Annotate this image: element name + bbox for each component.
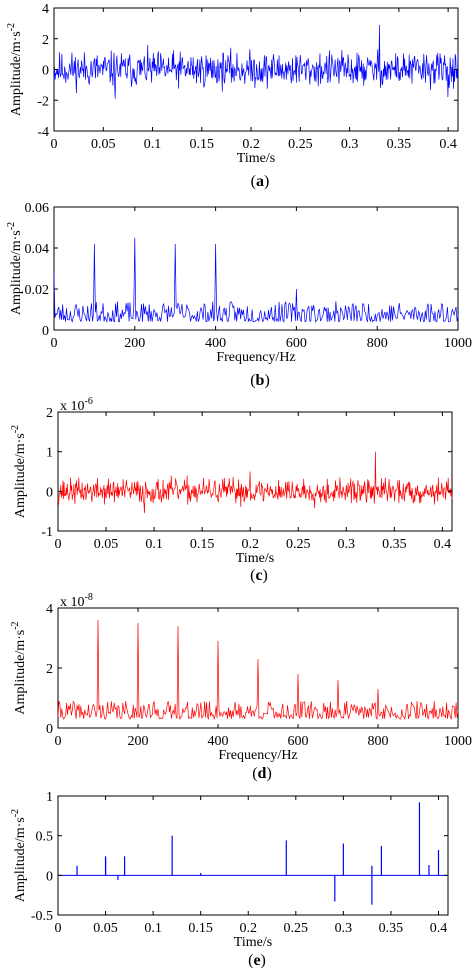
x-tick-label: 600 bbox=[288, 734, 309, 749]
x-tick-label: 0.05 bbox=[94, 537, 119, 552]
series-line bbox=[53, 237, 459, 323]
x-tick-label: 1000 bbox=[444, 734, 472, 749]
y-tick-label: 0 bbox=[46, 485, 53, 500]
y-tick-label: 0 bbox=[42, 324, 49, 339]
x-tick-label: 0.3 bbox=[338, 537, 356, 552]
panel-caption: (d) bbox=[252, 765, 272, 782]
y-tick-label: -0.5 bbox=[31, 909, 53, 924]
y-tick-label: 1 bbox=[46, 790, 53, 805]
panel-caption: (e) bbox=[248, 952, 266, 969]
y-tick-label: -4 bbox=[37, 125, 49, 140]
x-tick-label: 0.3 bbox=[335, 921, 353, 936]
plot-frame bbox=[53, 206, 459, 331]
x-tick-label: 0 bbox=[55, 734, 62, 749]
series-trace bbox=[58, 802, 448, 905]
y-tick-label: 2 bbox=[46, 406, 53, 421]
y-tick-label: 0.02 bbox=[25, 283, 50, 298]
y-tick-label: 0.04 bbox=[25, 242, 50, 257]
x-tick-label: 0.35 bbox=[379, 921, 404, 936]
panel-caption: (c) bbox=[250, 567, 268, 584]
x-tick-label: 0.2 bbox=[242, 137, 260, 152]
x-tick-label: 0.25 bbox=[288, 137, 313, 152]
x-tick-label: 200 bbox=[128, 734, 149, 749]
x-tick-label: 0.4 bbox=[430, 921, 448, 936]
x-tick-label: 0.05 bbox=[91, 137, 116, 152]
y-tick-label: 0 bbox=[42, 64, 49, 79]
x-tick-label: 0 bbox=[55, 921, 62, 936]
series-line bbox=[57, 451, 453, 514]
x-tick-label: 0.35 bbox=[387, 137, 412, 152]
x-tick-label: 0.3 bbox=[341, 137, 359, 152]
x-tick-label: 400 bbox=[205, 336, 226, 351]
x-tick-label: 0 bbox=[51, 137, 58, 152]
x-tick-label: 0.25 bbox=[284, 921, 309, 936]
series-trace bbox=[53, 237, 459, 323]
x-tick-label: 0.25 bbox=[286, 537, 311, 552]
y-tick-label: 0.5 bbox=[36, 830, 54, 845]
y-tick-label: -2 bbox=[37, 94, 49, 109]
x-axis-label: Time/s bbox=[236, 551, 274, 566]
y-tick-label: 1 bbox=[46, 446, 53, 461]
x-tick-label: 800 bbox=[367, 336, 388, 351]
x-tick-label: 0.1 bbox=[144, 921, 162, 936]
series-trace bbox=[57, 619, 459, 721]
chart-d: 0 200 400 600 800 1000 0 2 4 x 10-8 Frequency/Hz Am… bbox=[10, 592, 472, 782]
x-axis-label: Frequency/Hz bbox=[216, 350, 295, 365]
x-tick-label: 0 bbox=[51, 336, 58, 351]
panel-caption: (b) bbox=[250, 372, 270, 389]
x-tick-label: 0.4 bbox=[434, 537, 452, 552]
y-tick-label: -1 bbox=[41, 525, 53, 540]
plot-frame bbox=[57, 795, 449, 916]
x-tick-label: 0.15 bbox=[188, 921, 213, 936]
x-tick-label: 0.15 bbox=[190, 137, 215, 152]
series-trace bbox=[53, 24, 459, 99]
axis-multiplier: x 10-6 bbox=[60, 396, 93, 414]
x-axis-label: Time/s bbox=[237, 151, 275, 166]
x-tick-label: 1000 bbox=[444, 336, 472, 351]
x-tick-label: 800 bbox=[368, 734, 389, 749]
y-tick-label: 0 bbox=[46, 722, 53, 737]
series-line bbox=[53, 24, 459, 99]
series-trace bbox=[57, 451, 453, 514]
axis-multiplier: x 10-8 bbox=[60, 592, 93, 610]
x-tick-label: 0.2 bbox=[239, 921, 257, 936]
y-axis-label: Amplitude/m·s-2 bbox=[10, 621, 28, 714]
x-tick-label: 0.2 bbox=[241, 537, 259, 552]
x-tick-label: 600 bbox=[286, 336, 307, 351]
y-axis-label: Amplitude/m·s-2 bbox=[6, 222, 24, 315]
y-axis-label: Amplitude/m·s-2 bbox=[10, 425, 28, 518]
x-tick-label: 0.1 bbox=[145, 537, 163, 552]
x-tick-label: 0 bbox=[55, 537, 62, 552]
y-tick-label: 0 bbox=[46, 869, 53, 884]
x-tick-label: 200 bbox=[124, 336, 145, 351]
x-tick-label: 0.1 bbox=[144, 137, 162, 152]
plot-frame bbox=[57, 411, 453, 532]
series-line bbox=[57, 619, 459, 721]
x-tick-label: 400 bbox=[208, 734, 229, 749]
x-axis-label: Frequency/Hz bbox=[218, 748, 297, 763]
chart-a: 0 0.05 0.1 0.15 0.2 0.25 0.3 0.35 0.4 -4 -2 0 2 4 Time… bbox=[6, 2, 459, 190]
panel-caption: (a) bbox=[251, 173, 270, 190]
chart-e: 0 0.05 0.1 0.15 0.2 0.25 0.3 0.35 0.4-0.500.51Ti… bbox=[10, 790, 449, 969]
y-axis-label: Amplitude/m·s-2 bbox=[10, 809, 28, 902]
y-tick-label: 0.06 bbox=[25, 201, 50, 216]
x-tick-label: 0.35 bbox=[382, 537, 407, 552]
x-tick-label: 0.4 bbox=[439, 137, 457, 152]
x-axis-label: Time/s bbox=[234, 935, 272, 950]
y-tick-label: 4 bbox=[46, 602, 53, 617]
chart-b: 0 200 400 600 800 1000 0 0.02 0.04 0.06 Frequency/… bbox=[6, 201, 472, 389]
x-tick-label: 0.15 bbox=[190, 537, 215, 552]
y-axis-label: Amplitude/m·s-2 bbox=[6, 23, 24, 116]
y-tick-label: 2 bbox=[42, 33, 49, 48]
y-tick-label: 4 bbox=[42, 2, 49, 17]
x-tick-label: 0.05 bbox=[93, 921, 118, 936]
y-tick-label: 2 bbox=[46, 662, 53, 677]
